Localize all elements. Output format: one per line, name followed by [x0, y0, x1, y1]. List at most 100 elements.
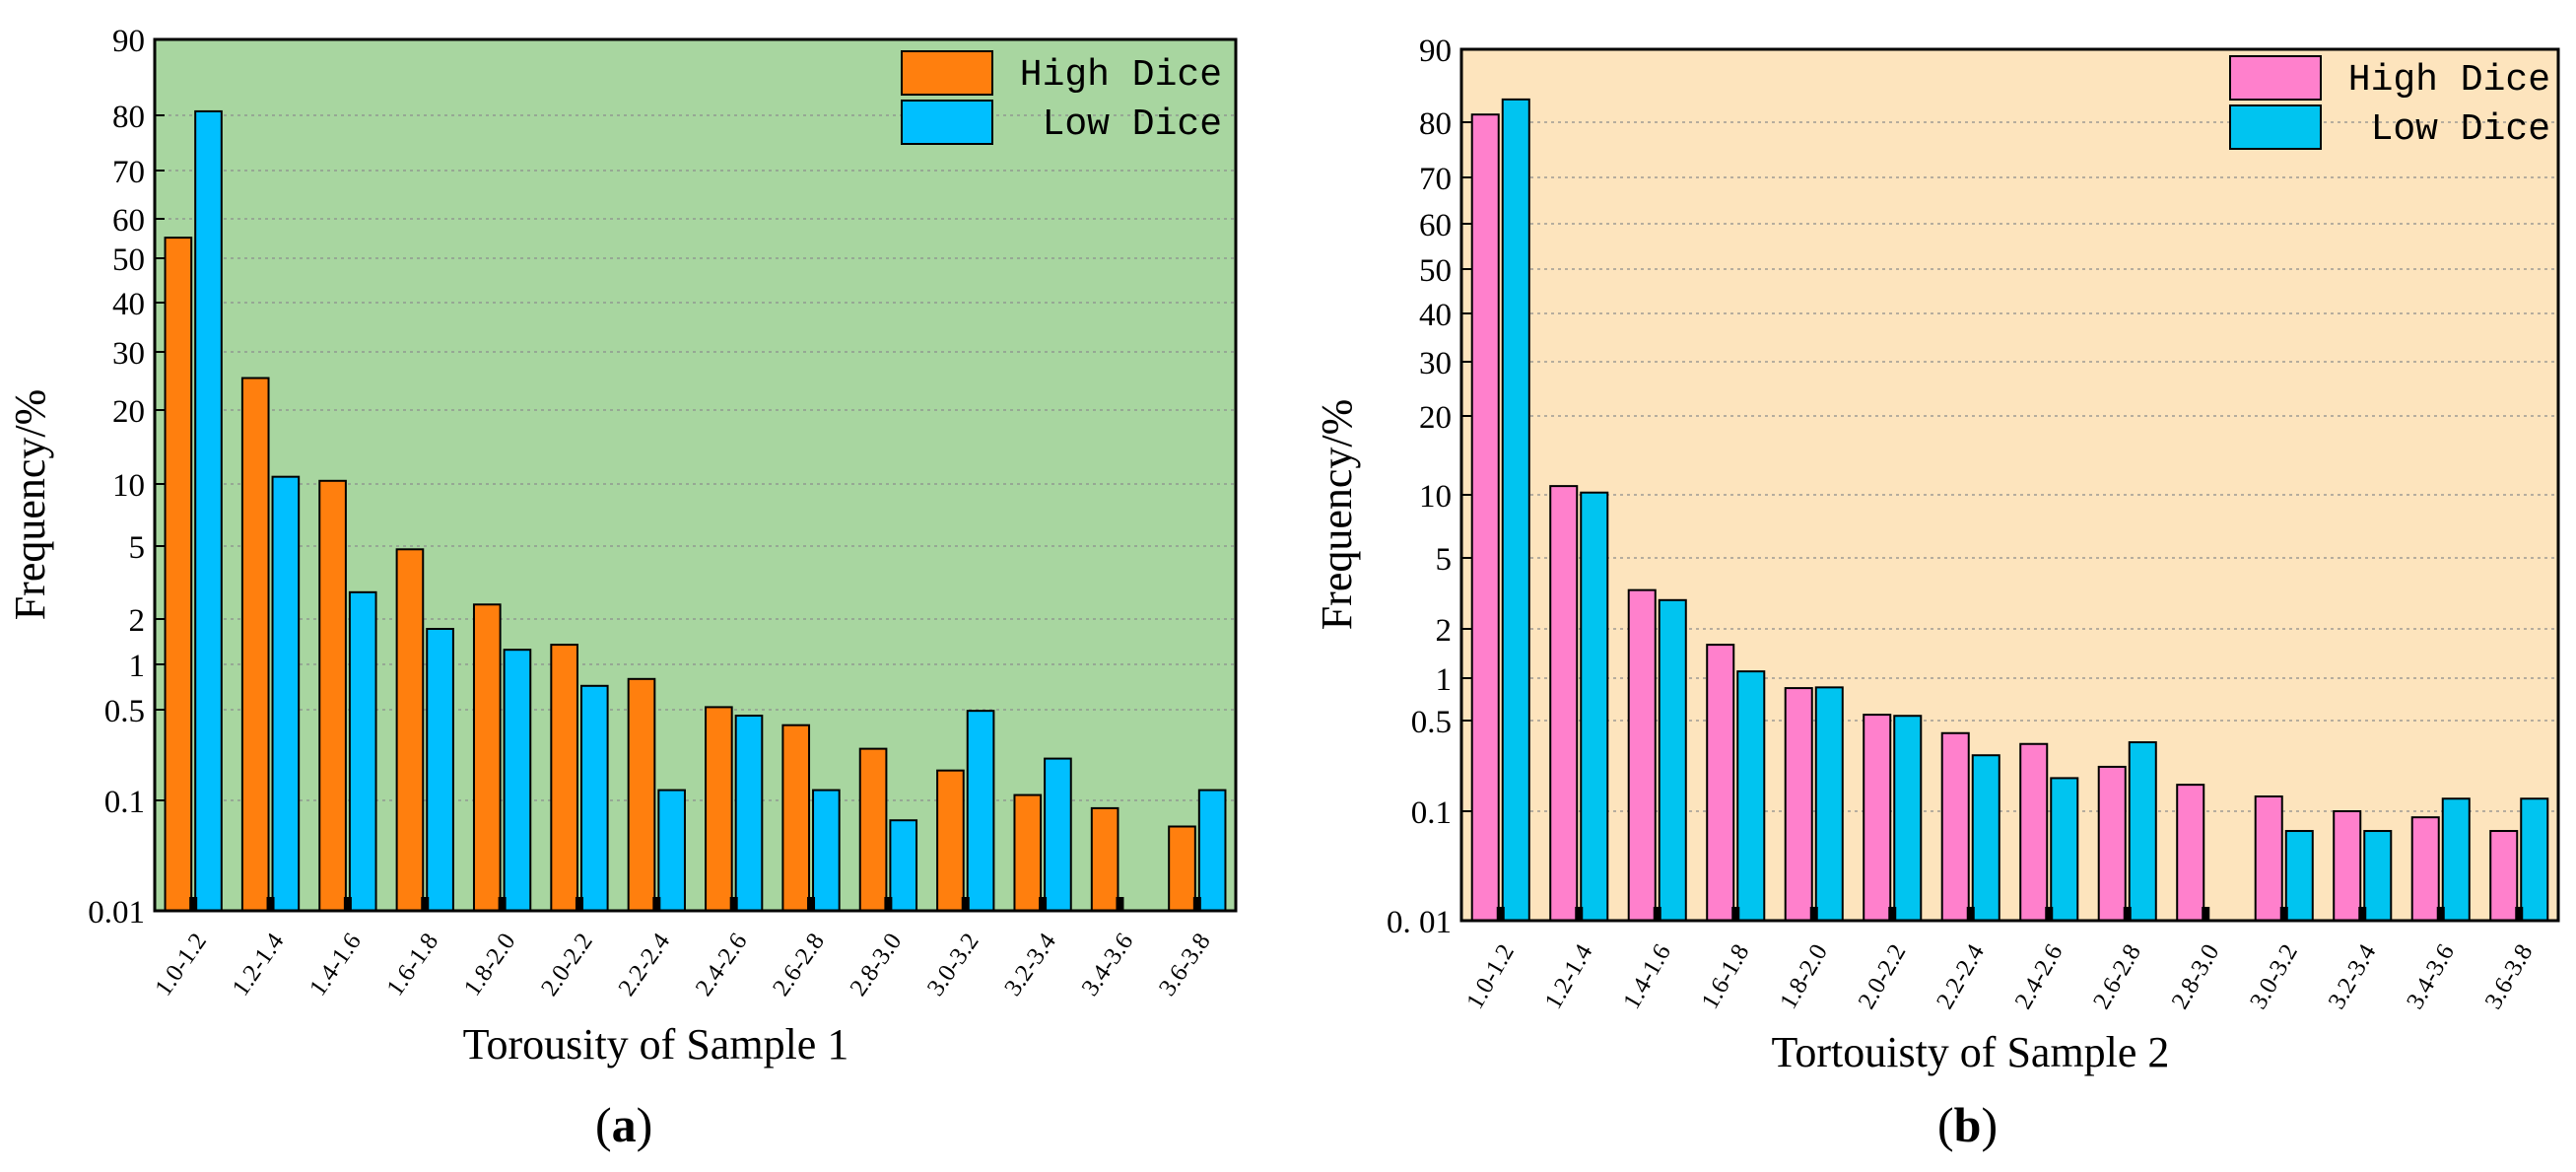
bar-low-dice [812, 789, 841, 913]
bar-high-dice [936, 769, 965, 912]
y-tick-label: 70 [112, 155, 145, 190]
bar-high-dice [781, 724, 811, 912]
x-tick [1731, 907, 1740, 921]
x-tick-label: 2.6-2.8 [768, 929, 830, 1001]
x-tick [961, 897, 970, 911]
y-tick-label: 0. 01 [1387, 905, 1452, 940]
x-tick-label: 3.0-3.2 [2245, 940, 2303, 1014]
x-tick [343, 897, 352, 911]
x-tick [1192, 897, 1201, 911]
x-tick [729, 897, 738, 911]
x-tick [807, 897, 816, 911]
x-tick [884, 897, 893, 911]
x-tick [498, 897, 507, 911]
x-tick-label: 1.0-1.2 [150, 929, 212, 1001]
bar-high-dice [240, 377, 270, 912]
legend-swatch-high-dice [2229, 55, 2322, 101]
bar-low-dice [1658, 598, 1687, 922]
plot-frame [1459, 47, 2560, 923]
y-tick-label: 2 [1436, 613, 1453, 649]
x-tick-label: 3.6-3.8 [2480, 940, 2539, 1014]
y-tick-label: 30 [1419, 346, 1452, 381]
bar-low-dice [966, 710, 995, 912]
bar-high-dice [164, 237, 193, 912]
x-tick-label: 1.2-1.4 [228, 929, 290, 1001]
chart-panel-b: 0. 01 0.1 0.5 1 2 5 10 20 30 40 50 60 70 80 90 1.0-1.2 1… [1313, 34, 2560, 1076]
y-tick-label: 60 [112, 203, 145, 239]
y-tick-label: 0.1 [104, 785, 145, 820]
y-tick-label: 1 [129, 649, 146, 684]
x-tick-label: 2.8-3.0 [846, 929, 908, 1001]
bar-high-dice [472, 603, 502, 912]
bar-high-dice [2019, 742, 2049, 922]
x-tick-label: 2.4-2.6 [691, 929, 753, 1001]
plot-background [1461, 49, 2558, 921]
x-tick-label: 1.6-1.8 [1697, 940, 1755, 1014]
y-tick-label: 10 [1419, 479, 1452, 515]
legend-label-high-dice: High Dice [1020, 54, 1222, 97]
y-tick-label: 90 [1419, 34, 1452, 69]
y-tick-label: 80 [112, 100, 145, 135]
x-tick [1888, 907, 1897, 921]
bar-high-dice [1706, 644, 1735, 922]
bar-high-dice [1013, 793, 1043, 913]
x-tick [2515, 907, 2524, 921]
x-tick [1039, 897, 1048, 911]
x-tick-label: 2.0-2.2 [536, 929, 598, 1001]
y-tick-label: 40 [112, 287, 145, 322]
y-tick-label: 0.01 [88, 895, 145, 931]
bar-low-dice [1580, 491, 1609, 922]
bar-high-dice [2254, 795, 2283, 922]
x-tick-label: 2.0-2.2 [1854, 940, 1912, 1014]
x-tick [1809, 907, 1818, 921]
bar-low-dice [271, 475, 301, 912]
x-tick [1116, 897, 1124, 911]
x-tick-label: 2.8-3.0 [2167, 940, 2225, 1014]
bar-high-dice [2333, 810, 2362, 922]
bar-low-dice [426, 628, 454, 912]
y-tick-label: 0.5 [1411, 705, 1452, 740]
bar-low-dice [348, 590, 377, 912]
y-tick-label: 60 [1419, 208, 1452, 243]
bar-high-dice [2176, 784, 2205, 922]
bar-high-dice [2410, 816, 2440, 922]
panel-letter-b: b [1953, 1097, 1982, 1152]
x-tick-label: 2.6-2.8 [2088, 940, 2146, 1014]
y-tick-label: 10 [112, 468, 145, 504]
y-tick-label: 20 [1419, 400, 1452, 436]
bar-high-dice [1549, 485, 1579, 922]
bar-low-dice [657, 789, 686, 913]
x-tick-label: 3.2-3.4 [2324, 939, 2382, 1013]
bar-high-dice [1627, 588, 1657, 923]
bar-low-dice [1893, 715, 1923, 922]
bar-high-dice [858, 747, 888, 913]
x-tick-label: 1.6-1.8 [381, 929, 443, 1001]
y-tick-label: 70 [1419, 162, 1452, 197]
bar-low-dice [2520, 797, 2549, 923]
x-tick [1653, 907, 1661, 921]
x-tick [652, 897, 661, 911]
bar-high-dice [318, 479, 347, 912]
panel-label-a: (a) [595, 1097, 653, 1152]
bar-high-dice [1168, 825, 1196, 913]
bar-high-dice [550, 644, 578, 912]
legend-swatch-low-dice [901, 100, 993, 145]
bar-high-dice [1784, 687, 1813, 923]
x-tick-label: 3.4-3.6 [1077, 929, 1139, 1001]
x-tick [2202, 907, 2210, 921]
y-tick-label: 90 [112, 24, 145, 59]
x-tick-label: 1.2-1.4 [1540, 939, 1598, 1013]
x-tick-label: 1.8-2.0 [459, 929, 521, 1001]
y-tick-label: 20 [112, 394, 145, 430]
x-tick-label: 3.2-3.4 [999, 929, 1061, 1001]
legend-label-high-dice: High Dice [2348, 59, 2550, 102]
bar-low-dice [579, 684, 609, 912]
y-tick-label: 2 [129, 603, 146, 639]
x-tick [2436, 907, 2445, 921]
bar-high-dice [1470, 113, 1500, 923]
x-tick-label: 2.4-2.6 [2010, 940, 2068, 1014]
y-tick-label: 30 [112, 336, 145, 372]
y-tick-label: 40 [1419, 298, 1452, 333]
